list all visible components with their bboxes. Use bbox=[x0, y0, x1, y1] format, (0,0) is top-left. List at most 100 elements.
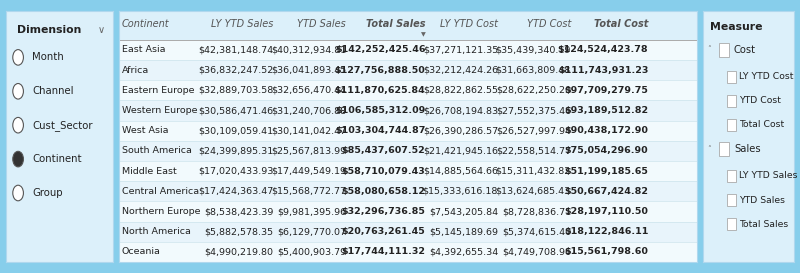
Text: $17,744,111.32: $17,744,111.32 bbox=[342, 248, 426, 256]
FancyBboxPatch shape bbox=[726, 218, 736, 230]
Text: $24,399,895.31: $24,399,895.31 bbox=[198, 146, 274, 155]
Text: $90,438,172.90: $90,438,172.90 bbox=[565, 126, 648, 135]
Text: Middle East: Middle East bbox=[122, 167, 176, 176]
Text: $106,585,312.09: $106,585,312.09 bbox=[335, 106, 426, 115]
Text: $4,392,655.34: $4,392,655.34 bbox=[429, 248, 498, 256]
Text: Central America: Central America bbox=[122, 187, 198, 196]
FancyBboxPatch shape bbox=[119, 80, 697, 100]
Ellipse shape bbox=[13, 50, 23, 65]
Text: $8,728,836.71: $8,728,836.71 bbox=[502, 207, 571, 216]
Text: $9,981,395.96: $9,981,395.96 bbox=[277, 207, 346, 216]
Text: $26,527,997.94: $26,527,997.94 bbox=[496, 126, 571, 135]
Text: Total Sales: Total Sales bbox=[366, 19, 426, 29]
Text: $26,390,286.57: $26,390,286.57 bbox=[423, 126, 498, 135]
Text: $14,885,564.66: $14,885,564.66 bbox=[423, 167, 498, 176]
Text: $17,424,363.47: $17,424,363.47 bbox=[198, 187, 274, 196]
Text: $32,656,470.44: $32,656,470.44 bbox=[271, 86, 346, 95]
Text: $37,271,121.35: $37,271,121.35 bbox=[423, 45, 498, 54]
Text: $31,663,809.48: $31,663,809.48 bbox=[496, 66, 571, 75]
Text: $17,449,549.19: $17,449,549.19 bbox=[271, 167, 346, 176]
Text: $20,763,261.45: $20,763,261.45 bbox=[342, 227, 426, 236]
FancyBboxPatch shape bbox=[726, 95, 736, 107]
Text: $13,624,685.43: $13,624,685.43 bbox=[496, 187, 571, 196]
Text: Western Europe: Western Europe bbox=[122, 106, 197, 115]
Text: $18,122,846.11: $18,122,846.11 bbox=[564, 227, 648, 236]
FancyBboxPatch shape bbox=[119, 40, 697, 60]
Text: YTD Sales: YTD Sales bbox=[739, 195, 786, 204]
Text: Northern Europe: Northern Europe bbox=[122, 207, 200, 216]
Text: $6,129,770.07: $6,129,770.07 bbox=[277, 227, 346, 236]
Text: $28,197,110.50: $28,197,110.50 bbox=[565, 207, 648, 216]
Text: $15,568,772.77: $15,568,772.77 bbox=[271, 187, 346, 196]
Text: East Asia: East Asia bbox=[122, 45, 165, 54]
FancyBboxPatch shape bbox=[119, 181, 697, 201]
Text: ˄: ˄ bbox=[707, 145, 710, 153]
Text: Measure: Measure bbox=[710, 22, 762, 32]
FancyBboxPatch shape bbox=[119, 60, 697, 80]
Text: $42,381,148.74: $42,381,148.74 bbox=[198, 45, 274, 54]
FancyBboxPatch shape bbox=[119, 161, 697, 181]
Text: South America: South America bbox=[122, 146, 191, 155]
Ellipse shape bbox=[13, 151, 23, 167]
Text: $36,041,893.45: $36,041,893.45 bbox=[271, 66, 346, 75]
Text: $124,524,423.78: $124,524,423.78 bbox=[558, 45, 648, 54]
Text: LY YTD Cost: LY YTD Cost bbox=[440, 19, 498, 29]
Text: Total Cost: Total Cost bbox=[594, 19, 648, 29]
Text: LY YTD Sales: LY YTD Sales bbox=[739, 171, 798, 180]
Text: $28,622,250.20: $28,622,250.20 bbox=[496, 86, 571, 95]
FancyBboxPatch shape bbox=[119, 141, 697, 161]
Text: Sales: Sales bbox=[734, 144, 761, 154]
FancyBboxPatch shape bbox=[718, 142, 729, 156]
Text: Month: Month bbox=[32, 52, 64, 63]
Text: $30,141,042.47: $30,141,042.47 bbox=[271, 126, 346, 135]
Text: $32,296,736.85: $32,296,736.85 bbox=[342, 207, 426, 216]
Text: $5,400,903.79: $5,400,903.79 bbox=[277, 248, 346, 256]
Text: YTD Sales: YTD Sales bbox=[298, 19, 346, 29]
Text: $8,538,423.39: $8,538,423.39 bbox=[204, 207, 274, 216]
FancyBboxPatch shape bbox=[726, 119, 736, 131]
Text: $127,756,888.50: $127,756,888.50 bbox=[334, 66, 426, 75]
Text: Channel: Channel bbox=[32, 86, 74, 96]
Text: $97,709,279.75: $97,709,279.75 bbox=[565, 86, 648, 95]
Text: $15,333,616.18: $15,333,616.18 bbox=[422, 187, 498, 196]
Text: $26,708,194.83: $26,708,194.83 bbox=[423, 106, 498, 115]
Text: $51,199,185.65: $51,199,185.65 bbox=[565, 167, 648, 176]
Text: ∨: ∨ bbox=[98, 25, 105, 35]
Text: $27,552,375.46: $27,552,375.46 bbox=[496, 106, 571, 115]
Ellipse shape bbox=[13, 185, 23, 201]
Text: Oceania: Oceania bbox=[122, 248, 160, 256]
Text: $111,870,625.84: $111,870,625.84 bbox=[334, 86, 426, 95]
Text: $58,080,658.12: $58,080,658.12 bbox=[342, 187, 426, 196]
Text: $40,312,934.81: $40,312,934.81 bbox=[271, 45, 346, 54]
Text: West Asia: West Asia bbox=[122, 126, 168, 135]
FancyBboxPatch shape bbox=[119, 242, 697, 262]
FancyBboxPatch shape bbox=[726, 71, 736, 83]
Text: $32,212,424.26: $32,212,424.26 bbox=[423, 66, 498, 75]
Text: $36,832,247.52: $36,832,247.52 bbox=[198, 66, 274, 75]
Ellipse shape bbox=[13, 117, 23, 133]
FancyBboxPatch shape bbox=[726, 170, 736, 182]
Text: $111,743,931.23: $111,743,931.23 bbox=[558, 66, 648, 75]
FancyBboxPatch shape bbox=[119, 100, 697, 121]
FancyBboxPatch shape bbox=[718, 43, 729, 57]
Text: $5,882,578.35: $5,882,578.35 bbox=[204, 227, 274, 236]
Text: $22,558,514.77: $22,558,514.77 bbox=[496, 146, 571, 155]
FancyBboxPatch shape bbox=[119, 121, 697, 141]
Text: $4,749,708.96: $4,749,708.96 bbox=[502, 248, 571, 256]
Text: $17,020,433.93: $17,020,433.93 bbox=[198, 167, 274, 176]
Text: Dimension: Dimension bbox=[17, 25, 82, 35]
Text: LY YTD Cost: LY YTD Cost bbox=[739, 72, 794, 81]
FancyBboxPatch shape bbox=[119, 222, 697, 242]
Text: $5,374,615.40: $5,374,615.40 bbox=[502, 227, 571, 236]
Text: $25,567,813.99: $25,567,813.99 bbox=[271, 146, 346, 155]
Text: $35,439,340.19: $35,439,340.19 bbox=[495, 45, 571, 54]
Text: $15,561,798.60: $15,561,798.60 bbox=[565, 248, 648, 256]
Text: $30,586,471.46: $30,586,471.46 bbox=[198, 106, 274, 115]
Text: $30,109,059.41: $30,109,059.41 bbox=[198, 126, 274, 135]
Text: $32,889,703.58: $32,889,703.58 bbox=[198, 86, 274, 95]
FancyBboxPatch shape bbox=[726, 194, 736, 206]
Text: $21,421,945.16: $21,421,945.16 bbox=[423, 146, 498, 155]
Text: $5,145,189.69: $5,145,189.69 bbox=[429, 227, 498, 236]
Text: North America: North America bbox=[122, 227, 190, 236]
Text: $58,710,079.43: $58,710,079.43 bbox=[342, 167, 426, 176]
